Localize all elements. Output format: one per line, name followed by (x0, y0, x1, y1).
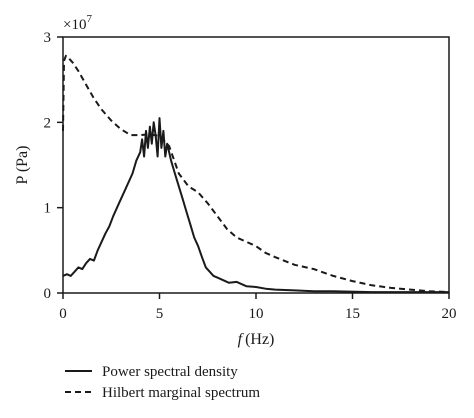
x-tick-label: 10 (249, 306, 264, 322)
y-multiplier-exponent: 7 (86, 13, 92, 25)
legend: Power spectral density Hilbert marginal … (65, 364, 260, 401)
y-tick-label: 1 (44, 201, 52, 217)
legend-label-hilbert: Hilbert marginal spectrum (102, 385, 260, 401)
y-multiplier: ×107 (63, 13, 92, 33)
x-tick-label: 5 (156, 306, 164, 322)
ticks-layer: 0 5 10 15 20 0 1 2 3 (44, 30, 457, 322)
x-axis-label-unit: (Hz) (245, 331, 274, 348)
series-line-hilbert-marginal-spectrum (62, 54, 450, 294)
x-axis-label: f (Hz) (238, 331, 275, 348)
x-tick-label: 20 (442, 306, 457, 322)
plot-frame (62, 36, 450, 294)
x-tick-label: 0 (59, 306, 67, 322)
y-tick-label: 2 (44, 115, 52, 131)
x-axis-label-symbol: f (238, 331, 245, 348)
y-axis-label: P (Pa) (14, 146, 31, 185)
legend-label-psd: Power spectral density (102, 364, 238, 380)
y-multiplier-base: ×10 (63, 17, 86, 33)
y-tick-label: 0 (44, 286, 52, 302)
y-tick-label: 3 (44, 30, 52, 46)
series-line-power-spectral-density (62, 117, 449, 294)
x-tick-label: 15 (345, 306, 360, 322)
series-layer (62, 54, 450, 294)
